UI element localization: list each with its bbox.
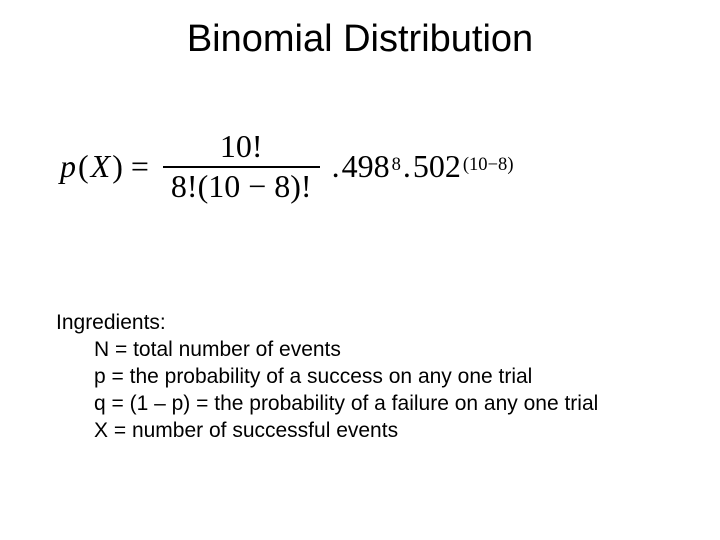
formula-denominator: 8!(10 − 8)! bbox=[163, 166, 320, 204]
formula-fraction: 10! 8!(10 − 8)! bbox=[163, 130, 320, 203]
formula-lhs-p: p bbox=[60, 148, 76, 185]
ingredients-line-p: p = the probability of a success on any … bbox=[56, 364, 598, 391]
ingredients-block: Ingredients: N = total number of events … bbox=[56, 310, 598, 444]
ingredients-line-n: N = total number of events bbox=[56, 337, 598, 364]
formula-lparen: ( bbox=[78, 148, 89, 185]
ingredients-line-q: q = (1 – p) = the probability of a failu… bbox=[56, 391, 598, 418]
formula-base1: 498 bbox=[342, 148, 390, 185]
formula-row: p ( X ) = 10! 8!(10 − 8)! . 498 8 . 502 … bbox=[60, 130, 660, 203]
formula-dot1: . bbox=[332, 148, 340, 185]
formula-numerator: 10! bbox=[212, 130, 271, 166]
formula-dot2: . bbox=[403, 148, 411, 185]
ingredients-heading: Ingredients: bbox=[56, 310, 598, 337]
formula-equals: = bbox=[131, 148, 149, 185]
ingredients-line-x: X = number of successful events bbox=[56, 418, 598, 445]
formula-rparen: ) bbox=[112, 148, 123, 185]
slide-title: Binomial Distribution bbox=[0, 18, 720, 61]
slide: Binomial Distribution p ( X ) = 10! 8!(1… bbox=[0, 0, 720, 540]
formula-base2: 502 bbox=[413, 148, 461, 185]
formula-exp2: (10−8) bbox=[463, 154, 514, 176]
formula-exp1: 8 bbox=[392, 154, 401, 176]
binomial-formula: p ( X ) = 10! 8!(10 − 8)! . 498 8 . 502 … bbox=[60, 130, 660, 203]
formula-lhs-x: X bbox=[91, 148, 111, 185]
